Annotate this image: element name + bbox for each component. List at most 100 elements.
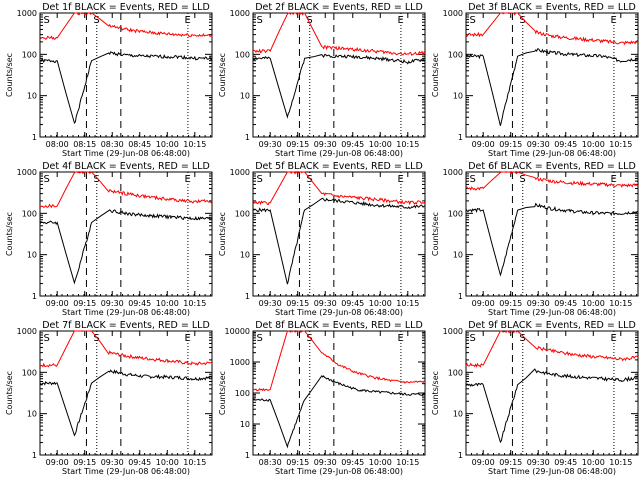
start-marker-label: S [43,174,49,185]
x-tick-label: 09:30 [101,299,124,308]
y-tick-label: 10000 [225,327,250,336]
x-tick-label: 09:45 [341,458,364,467]
x-tick-label: 10:00 [156,299,179,308]
lld-series-line [39,12,212,40]
lld-series-line [39,171,213,209]
lld-series-line [252,171,426,206]
y-tick-label: 1000 [230,358,250,367]
panel-6-xlabel: Start Time (29-Jun-08 06:48:00) [488,308,616,317]
panel-2-title: Det 2f BLACK = Events, RED = LLD [255,2,423,13]
panel-8-title: Det 8f BLACK = Events, RED = LLD [255,320,423,331]
x-tick-label: 10:00 [582,299,605,308]
panel-3-ylabel: Counts/sec [431,53,440,97]
x-tick-label: 10:00 [369,140,392,149]
y-tick-label: 1 [458,292,463,301]
y-tick-label: 100 [235,50,250,59]
end-marker-label: E [397,333,403,344]
panel-4-title: Det 4f BLACK = Events, RED = LLD [42,161,210,172]
end-marker-label: E [610,174,616,185]
x-tick-label: 09:00 [472,458,495,467]
end-marker-label: E [397,15,403,26]
x-tick-label: 09:15 [73,299,96,308]
events-series-line [39,209,213,285]
x-tick-label: 09:30 [101,458,124,467]
x-tick-label: 09:30 [314,140,337,149]
y-tick-label: 100 [22,50,37,59]
start-marker-label: S [93,15,99,26]
x-tick-label: 09:30 [527,458,550,467]
y-tick-label: 1 [32,133,37,142]
x-tick-label: 10:15 [396,458,419,467]
y-tick-label: 1000 [443,327,463,336]
panel-4-xlabel: Start Time (29-Jun-08 06:48:00) [62,308,190,317]
x-tick-label: 09:45 [554,458,577,467]
x-tick-label: 10:00 [369,299,392,308]
y-tick-label: 100 [22,209,37,218]
y-tick-label: 100 [235,209,250,218]
panel-7-ylabel: Counts/sec [5,371,14,415]
y-tick-label: 100 [448,50,463,59]
panel-8-ylabel: Counts/sec [218,371,227,415]
x-tick-label: 09:45 [341,299,364,308]
x-tick-label: 09:45 [554,140,577,149]
panel-6-title: Det 6f BLACK = Events, RED = LLD [468,161,636,172]
events-series-line [252,374,426,449]
end-marker-label: E [184,174,190,185]
start-marker-label: S [306,15,312,26]
y-tick-label: 1000 [17,9,37,18]
events-series-line [465,368,639,444]
panel-7-title: Det 7f BLACK = Events, RED = LLD [42,320,210,331]
lld-series-line [252,330,426,392]
x-tick-label: 09:15 [499,299,522,308]
x-tick-label: 09:15 [499,458,522,467]
y-tick-label: 1 [458,451,463,460]
y-tick-label: 1 [245,451,250,460]
x-tick-label: 10:15 [183,299,206,308]
end-marker-label: E [610,15,616,26]
x-tick-label: 09:45 [128,299,151,308]
x-tick-label: 09:45 [554,299,577,308]
panel-5-ylabel: Counts/sec [218,212,227,256]
panel-8-xlabel: Start Time (29-Jun-08 06:48:00) [275,467,403,476]
x-tick-label: 08:30 [259,458,282,467]
x-tick-label: 09:30 [314,299,337,308]
panel-6-ylabel: Counts/sec [431,212,440,256]
x-tick-label: 10:00 [369,458,392,467]
events-series-line [252,53,426,119]
panel-3-xlabel: Start Time (29-Jun-08 06:48:00) [488,149,616,158]
y-tick-label: 10 [240,251,250,260]
lld-series-line [465,12,639,46]
y-tick-label: 10 [453,251,463,260]
panel-1-title: Det 1f BLACK = Events, RED = LLD [42,2,210,13]
y-tick-label: 1000 [443,9,463,18]
start-marker-label: S [469,333,475,344]
panel-2-ylabel: Counts/sec [218,53,227,97]
x-tick-label: 09:30 [314,458,337,467]
panel-4-ylabel: Counts/sec [5,212,14,256]
start-marker-label: S [93,333,99,344]
start-marker-label: S [519,333,525,344]
x-tick-label: 09:30 [527,140,550,149]
y-tick-label: 1 [32,292,37,301]
y-tick-label: 10 [240,420,250,429]
y-tick-label: 1000 [230,9,250,18]
start-marker-label: S [469,15,475,26]
x-tick-label: 10:15 [396,140,419,149]
panel-9-ylabel: Counts/sec [431,371,440,415]
start-marker-label: S [306,174,312,185]
start-marker-label: S [306,333,312,344]
end-marker-label: E [184,15,190,26]
panel-4-frame [39,171,213,297]
panel-5-title: Det 5f BLACK = Events, RED = LLD [255,161,423,172]
start-marker-label: S [256,15,262,26]
y-tick-label: 1 [458,133,463,142]
events-series-line [252,197,426,285]
y-tick-label: 1000 [17,168,37,177]
x-tick-label: 09:15 [286,140,309,149]
events-series-line [39,369,213,437]
end-marker-label: E [397,174,403,185]
panel-7-frame [39,330,213,456]
start-marker-label: S [256,333,262,344]
panel-1-ylabel: Counts/sec [5,53,14,97]
